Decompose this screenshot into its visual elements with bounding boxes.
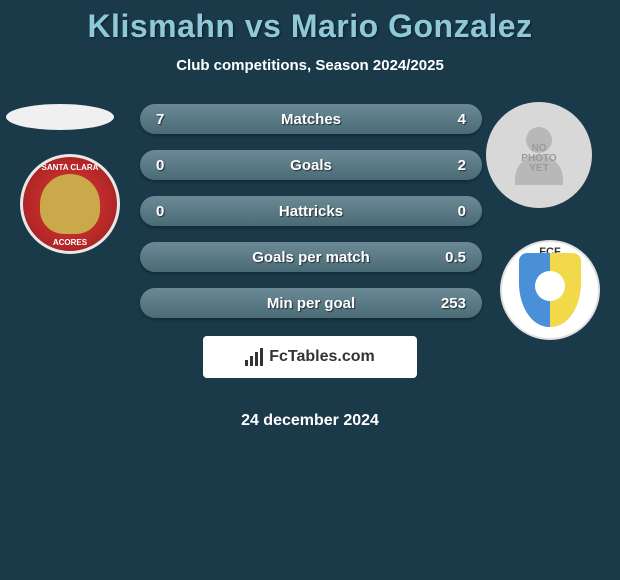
crest-left-bottom-text: ACORES — [23, 238, 117, 247]
stat-row: 0 Hattricks 0 — [140, 196, 482, 226]
watermark: FcTables.com — [203, 336, 417, 378]
bars-icon — [245, 348, 263, 366]
crest-left-top-text: SANTA CLARA — [23, 163, 117, 172]
stat-right-value: 4 — [436, 111, 466, 128]
stat-left-value: 7 — [156, 111, 186, 128]
watermark-text: FcTables.com — [269, 348, 375, 366]
stat-label: Goals — [290, 157, 332, 174]
ball-icon — [535, 271, 565, 301]
eagle-icon — [40, 174, 100, 234]
stat-row: 7 Matches 4 — [140, 104, 482, 134]
stat-row: 0 Goals 2 — [140, 150, 482, 180]
date-label: 24 december 2024 — [0, 412, 620, 430]
stats-table: 7 Matches 4 0 Goals 2 0 Hattricks 0 Goal… — [140, 104, 482, 334]
shield-icon — [519, 253, 581, 327]
stat-label: Matches — [281, 111, 341, 128]
team-left-crest: SANTA CLARA ACORES — [20, 154, 120, 254]
player-right-photo: NOPHOTOYET — [486, 102, 592, 208]
page-title: Klismahn vs Mario Gonzalez — [0, 8, 620, 45]
stat-left-value: 0 — [156, 203, 186, 220]
stat-row: Min per goal 253 — [140, 288, 482, 318]
stat-right-value: 0.5 — [436, 249, 466, 266]
stat-right-value: 2 — [436, 157, 466, 174]
stat-label: Hattricks — [279, 203, 343, 220]
stat-right-value: 253 — [436, 295, 466, 312]
team-right-crest: FCF — [500, 240, 600, 340]
stat-right-value: 0 — [436, 203, 466, 220]
no-photo-label: NOPHOTOYET — [521, 144, 556, 174]
stat-label: Min per goal — [267, 295, 355, 312]
main-area: SANTA CLARA ACORES NOPHOTOYET FCF 7 Matc… — [0, 104, 620, 354]
player-left-photo — [6, 104, 114, 130]
stat-left-value: 0 — [156, 157, 186, 174]
stat-row: Goals per match 0.5 — [140, 242, 482, 272]
comparison-card: Klismahn vs Mario Gonzalez Club competit… — [0, 0, 620, 430]
subtitle: Club competitions, Season 2024/2025 — [0, 57, 620, 74]
stat-label: Goals per match — [252, 249, 370, 266]
